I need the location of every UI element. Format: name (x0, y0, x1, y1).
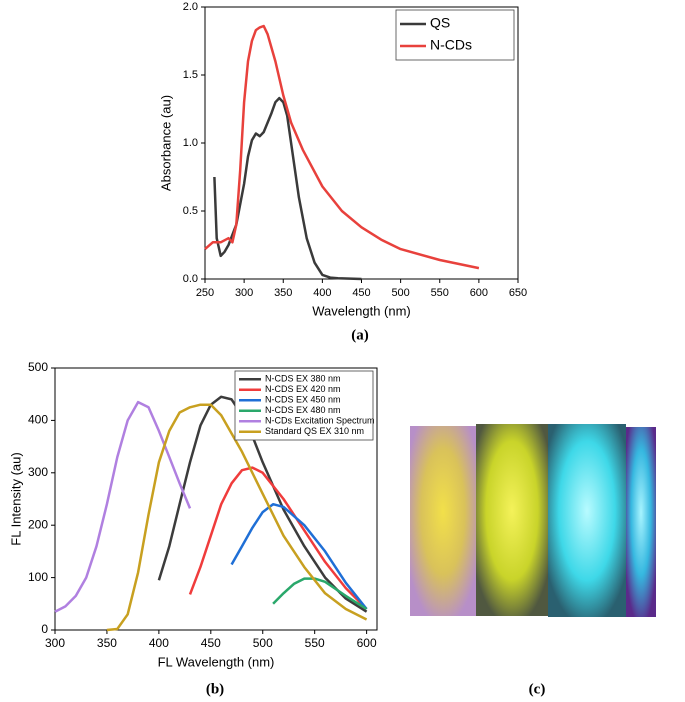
x-tick-label: 300 (45, 636, 65, 650)
x-tick-label: 550 (305, 636, 325, 650)
data-line (54, 400, 192, 613)
x-tick-label: 300 (235, 287, 253, 299)
y-tick-label: 0 (41, 622, 48, 636)
x-tick-label: 500 (253, 636, 273, 650)
y-axis-label: FL Intensity (au) (8, 452, 23, 545)
y-tick-label: 0.5 (183, 205, 198, 217)
data-line (188, 466, 368, 610)
legend-label: N-CDs (430, 37, 472, 53)
y-axis-label: Absorbance (au) (158, 95, 173, 191)
legend-box (395, 9, 515, 61)
y-tick-label: 1.0 (183, 137, 198, 149)
x-tick-label: 550 (431, 287, 449, 299)
y-tick-label: 100 (28, 570, 48, 584)
x-tick-label: 250 (196, 287, 214, 299)
x-tick-label: 450 (352, 287, 370, 299)
y-tick-label: 2.0 (183, 1, 198, 13)
y-tick-label: 0.0 (183, 273, 198, 285)
legend-label: N-CDS EX 420 nm (265, 384, 341, 394)
x-tick-label: 600 (470, 287, 488, 299)
x-tick-label: 600 (357, 636, 377, 650)
y-tick-label: 400 (28, 413, 48, 427)
x-tick-label: 350 (97, 636, 117, 650)
plot-frame (54, 367, 378, 631)
x-axis-label: FL Wavelength (nm) (158, 654, 275, 669)
legend-label: QS (430, 15, 450, 31)
photo (410, 424, 656, 617)
panel-label: (a) (351, 327, 369, 343)
x-tick-label: 500 (391, 287, 409, 299)
data-line (230, 502, 368, 610)
vial-photo (626, 427, 656, 617)
legend-label: N-CDS EX 380 nm (265, 374, 341, 384)
vial-photo (476, 424, 548, 616)
panel-label: (c) (529, 681, 546, 697)
x-tick-label: 350 (274, 287, 292, 299)
data-line (272, 577, 368, 611)
y-tick-label: 300 (28, 465, 48, 479)
x-tick-label: 650 (509, 287, 527, 299)
legend-label: Standard QS EX 310 nm (265, 426, 364, 436)
data-line (213, 96, 362, 281)
x-tick-label: 450 (201, 636, 221, 650)
data-line (106, 403, 368, 632)
legend-box (234, 370, 374, 441)
legend-label: N-CDS EX 480 nm (265, 405, 341, 415)
y-tick-label: 200 (28, 517, 48, 531)
vial-photo (410, 426, 476, 616)
y-tick-label: 1.5 (183, 69, 198, 81)
data-line (204, 24, 480, 270)
legend-label: N-CDs Excitation Spectrum (265, 416, 375, 426)
x-tick-label: 400 (149, 636, 169, 650)
panel-label: (b) (206, 681, 224, 697)
x-tick-label: 400 (313, 287, 331, 299)
y-tick-label: 500 (28, 360, 48, 374)
vial-photo (548, 424, 626, 617)
x-axis-label: Wavelength (nm) (312, 303, 411, 318)
legend-label: N-CDS EX 450 nm (265, 395, 341, 405)
